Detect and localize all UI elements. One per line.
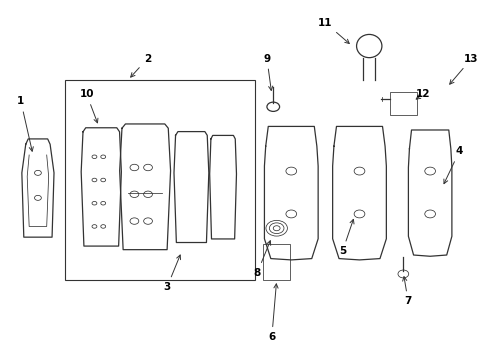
Text: 5: 5 [339, 219, 354, 256]
Text: 13: 13 [450, 54, 479, 84]
Text: 4: 4 [444, 147, 463, 184]
Text: 8: 8 [253, 241, 270, 278]
Text: 9: 9 [263, 54, 273, 90]
Text: 7: 7 [403, 277, 412, 306]
Bar [263, 244, 290, 280]
Text: 11: 11 [318, 18, 349, 44]
Text: 6: 6 [268, 284, 278, 342]
Text: 3: 3 [164, 255, 180, 292]
Bar [390, 93, 417, 114]
Text: 10: 10 [79, 89, 98, 123]
Text: 12: 12 [416, 89, 430, 99]
Text: 1: 1 [17, 96, 33, 151]
Text: 2: 2 [131, 54, 151, 77]
Bar [65, 80, 255, 280]
